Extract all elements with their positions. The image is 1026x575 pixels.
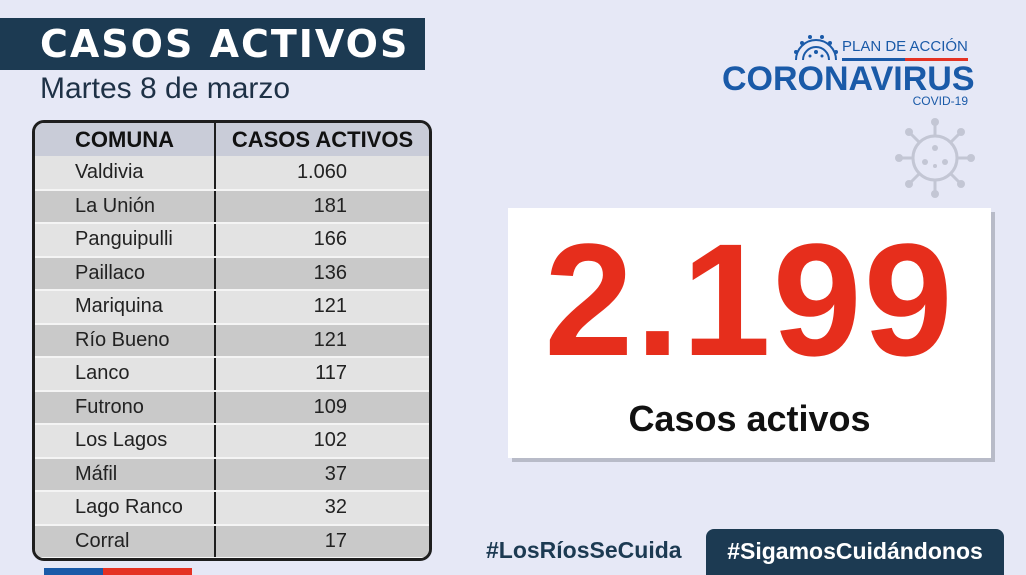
cell-casos: 1.060 [215,156,429,191]
cell-comuna: Los Lagos [35,424,216,459]
table-row: Los Lagos 102 [35,424,429,459]
cell-comuna: Valdivia [35,156,216,191]
cell-casos: 102 [215,424,429,459]
cell-comuna: Futrono [35,390,216,425]
cell-casos: 121 [215,290,429,325]
table-row: Panguipulli 166 [35,223,429,258]
cell-casos: 17 [215,524,429,558]
cell-comuna: Mariquina [35,290,216,325]
table-row: Lanco 117 [35,357,429,392]
cell-casos: 136 [215,256,429,291]
cell-comuna: Lago Ranco [35,491,216,526]
table-row: Río Bueno 121 [35,323,429,358]
header-comuna: COMUNA [35,123,216,156]
cell-casos: 166 [215,223,429,258]
cell-casos: 37 [215,457,429,492]
header-casos: CASOS ACTIVOS [215,123,429,156]
virus-icon [895,118,975,198]
cell-comuna: Río Bueno [35,323,216,358]
table-row: Futrono 109 [35,390,429,425]
total-cases-number: 2.199 [544,210,955,389]
cell-comuna: Lanco [35,357,216,392]
table-row: Máfil 37 [35,457,429,492]
table-header-row: COMUNA CASOS ACTIVOS [35,123,429,156]
virus-icon [794,35,838,61]
table-row: Valdivia 1.060 [35,156,429,191]
logo-subtitle: COVID-19 [912,94,968,108]
page-title: CASOS ACTIVOS [40,22,410,66]
table-row: Mariquina 121 [35,290,429,325]
cell-casos: 121 [215,323,429,358]
cell-comuna: Panguipulli [35,223,216,258]
cell-comuna: La Unión [35,189,216,224]
logo-plan-text: PLAN DE ACCIÓN [842,38,968,55]
table-row: Paillaco 136 [35,256,429,291]
hashtag-los-rios: #LosRíosSeCuida [486,537,682,563]
table-row: Corral 17 [35,524,429,558]
date-subtitle: Martes 8 de marzo [40,72,291,105]
active-cases-table: COMUNA CASOS ACTIVOS Valdivia 1.060 La U… [32,120,432,561]
logo-divider [842,58,968,61]
table-row: La Unión 181 [35,189,429,224]
cell-casos: 181 [215,189,429,224]
cell-casos: 117 [215,357,429,392]
cell-casos: 109 [215,390,429,425]
hashtag-sigamos: #SigamosCuidándonos [706,529,1004,575]
total-cases-card: 2.199 Casos activos [508,208,991,458]
cell-comuna: Corral [35,524,216,558]
cell-casos: 32 [215,491,429,526]
title-banner: CASOS ACTIVOS [0,18,425,70]
cell-comuna: Paillaco [35,256,216,291]
coronavirus-logo: PLAN DE ACCIÓN CORONAVIRUS COVID-19 [722,32,975,110]
flag-bar [44,568,192,575]
logo-name: CORONAVIRUS [722,60,975,98]
total-cases-label: Casos activos [628,398,871,439]
table-row: Lago Ranco 32 [35,491,429,526]
cell-comuna: Máfil [35,457,216,492]
